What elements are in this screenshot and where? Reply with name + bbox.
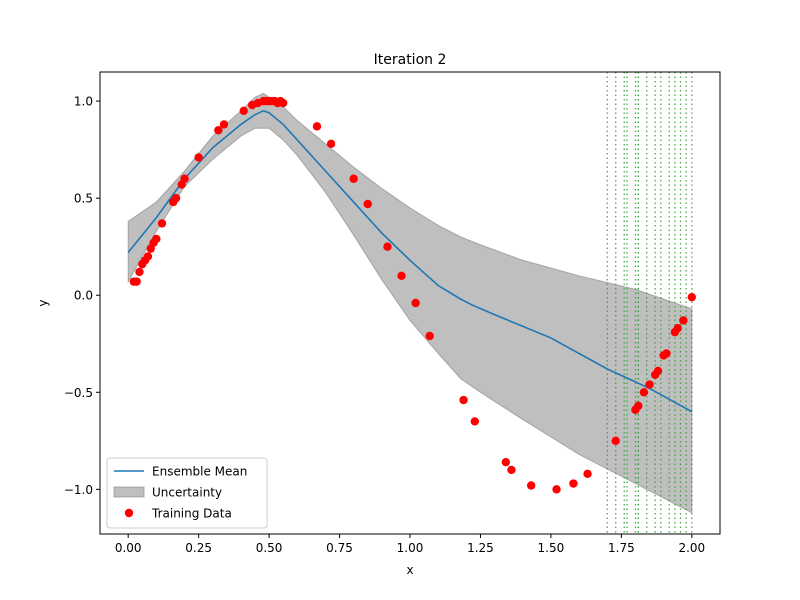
- y-tick-label: −0.5: [64, 386, 93, 400]
- training-data-point: [143, 252, 153, 261]
- training-data-point: [157, 219, 167, 228]
- training-data-point: [583, 469, 592, 479]
- training-data-point: [634, 401, 643, 411]
- x-tick-label: 2.00: [678, 541, 705, 555]
- axis-ticks: 0.00 0.25 0.50 0.75 1.00 1.25 1.50 1.75 2.00 −1.0…: [64, 95, 705, 555]
- training-data-point: [653, 366, 663, 376]
- training-data-point: [679, 316, 688, 325]
- ensemble-mean-line: [127, 109, 693, 413]
- x-tick-label: 0.75: [326, 541, 353, 555]
- y-tick-label: 0.0: [74, 289, 93, 303]
- plot-area: [127, 72, 697, 534]
- training-data-point: [397, 271, 406, 281]
- training-data-point: [135, 267, 144, 277]
- training-data-point: [470, 417, 480, 426]
- training-data-point: [214, 126, 223, 135]
- training-data-point: [152, 234, 161, 244]
- training-data-point: [673, 324, 682, 333]
- training-data-point: [219, 120, 229, 129]
- training-data-point: [639, 388, 649, 397]
- legend-label: Training Data: [151, 507, 232, 521]
- training-data-point: [363, 199, 372, 209]
- y-axis-label: y: [36, 299, 50, 306]
- training-data-point: [326, 139, 336, 149]
- training-data-point: [171, 193, 181, 203]
- training-data-point: [611, 436, 620, 446]
- training-data-point: [526, 481, 536, 490]
- training-data-point: [425, 331, 434, 341]
- training-data-point: [383, 242, 392, 251]
- training-data-point: [239, 106, 248, 116]
- training-data-point: [278, 98, 288, 108]
- y-tick-label: 1.0: [74, 95, 93, 109]
- y-tick-label: −1.0: [64, 483, 93, 497]
- training-data-point: [552, 485, 561, 494]
- legend-marker-handle: [124, 508, 134, 518]
- training-data-point: [411, 298, 420, 308]
- y-tick-label: 0.5: [74, 192, 93, 206]
- legend-band-handle: [113, 486, 145, 498]
- x-tick-label: 0.50: [256, 541, 283, 555]
- legend-label: Ensemble Mean: [152, 465, 247, 479]
- chart-title: Iteration 2: [374, 52, 447, 68]
- training-data-point: [349, 174, 358, 183]
- x-tick-label: 1.75: [608, 541, 635, 555]
- training-data-point: [132, 277, 141, 286]
- training-data-point: [507, 465, 516, 475]
- training-data-point: [662, 349, 671, 358]
- training-data-point: [312, 122, 322, 131]
- training-data-point: [459, 395, 468, 405]
- x-tick-label: 0.00: [115, 541, 142, 555]
- legend-label: Uncertainty: [152, 486, 222, 500]
- x-tick-label: 1.00: [397, 541, 424, 555]
- x-axis-label: x: [406, 563, 413, 577]
- x-tick-label: 1.25: [467, 541, 494, 555]
- legend-box: [106, 457, 268, 529]
- training-data-point: [180, 174, 189, 183]
- training-data-point: [569, 479, 578, 488]
- training-data-point: [645, 380, 654, 389]
- training-data-point: [687, 292, 697, 302]
- x-tick-label: 0.25: [185, 541, 212, 555]
- training-data-point: [501, 457, 511, 467]
- plot-content: [127, 72, 697, 534]
- training-data-point: [194, 153, 203, 162]
- legend: Ensemble Mean Uncertainty Training Data: [106, 457, 268, 529]
- x-tick-label: 1.50: [538, 541, 565, 555]
